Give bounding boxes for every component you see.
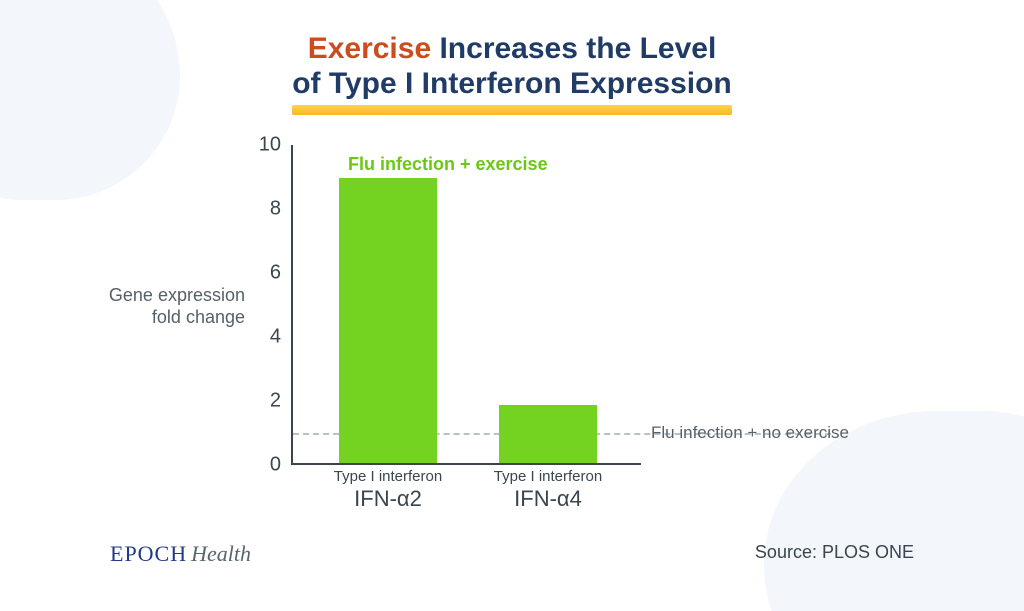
bar <box>339 178 437 463</box>
x-tick-big: IFN-α4 <box>468 486 628 512</box>
source-attribution: Source: PLOS ONE <box>755 542 914 563</box>
title-accent-word: Exercise <box>308 32 431 65</box>
y-tick: 6 <box>270 262 293 285</box>
y-tick: 0 <box>270 454 293 477</box>
y-axis-label: Gene expression fold change <box>95 285 245 328</box>
y-axis-label-line2: fold change <box>152 307 245 327</box>
brand-health: Health <box>191 541 251 566</box>
y-tick: 4 <box>270 326 293 349</box>
baseline-label: Flu infection + no exercise <box>651 423 849 443</box>
y-tick: 2 <box>270 390 293 413</box>
chart-title: Exercise Increases the Level of Type I I… <box>0 32 1024 115</box>
brand-epoch: EPOCH <box>110 541 187 566</box>
y-axis-label-line1: Gene expression <box>109 285 245 305</box>
bar <box>499 405 597 463</box>
x-tick: Type I interferonIFN-α2 <box>308 463 468 512</box>
x-tick-small: Type I interferon <box>308 469 468 486</box>
series-label: Flu infection + exercise <box>348 154 548 175</box>
y-tick: 8 <box>270 198 293 221</box>
x-tick: Type I interferonIFN-α4 <box>468 463 628 512</box>
y-tick: 10 <box>259 134 293 157</box>
title-underline <box>292 105 732 115</box>
x-tick-small: Type I interferon <box>468 469 628 486</box>
title-line2: of Type I Interferon Expression <box>292 67 732 102</box>
plot-region: 0246810Flu infection + no exerciseType I… <box>291 145 641 465</box>
x-tick-big: IFN-α2 <box>308 486 468 512</box>
brand-logo: EPOCHHealth <box>110 541 251 567</box>
title-line1-rest: Increases the Level <box>431 32 716 65</box>
bar-chart: Gene expression fold change 0246810Flu i… <box>255 135 815 515</box>
